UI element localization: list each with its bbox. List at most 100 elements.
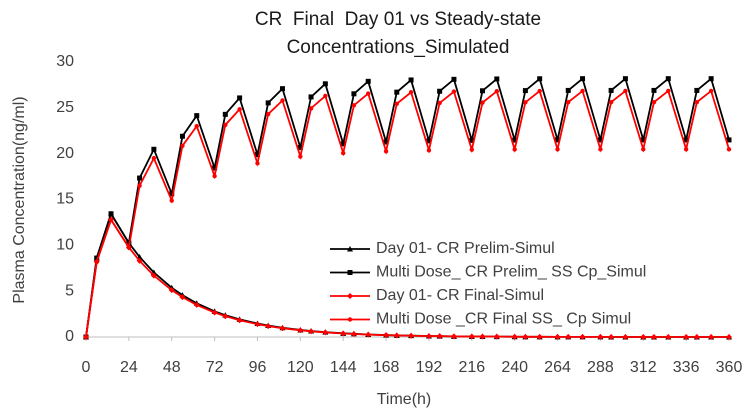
data-point bbox=[622, 76, 628, 82]
y-tick-label: 0 bbox=[65, 328, 74, 345]
data-point bbox=[693, 334, 700, 340]
data-point bbox=[83, 334, 89, 340]
data-point bbox=[468, 333, 475, 340]
data-point bbox=[437, 88, 443, 94]
data-point bbox=[212, 173, 217, 179]
data-point bbox=[512, 137, 518, 143]
data-point bbox=[469, 147, 474, 152]
data-point bbox=[623, 88, 628, 94]
data-point bbox=[480, 100, 485, 105]
data-point bbox=[351, 91, 357, 97]
series-line bbox=[85, 77, 730, 338]
data-point bbox=[598, 147, 603, 152]
x-tick-label: 312 bbox=[630, 359, 657, 376]
data-point bbox=[366, 91, 371, 96]
x-tick-label: 0 bbox=[82, 359, 91, 376]
data-point bbox=[341, 150, 346, 156]
data-point bbox=[365, 331, 372, 338]
data-point bbox=[622, 334, 629, 340]
y-tick-label: 5 bbox=[65, 282, 74, 299]
x-tick-label: 288 bbox=[587, 359, 614, 376]
data-point bbox=[179, 294, 186, 301]
data-point bbox=[565, 333, 572, 340]
data-point bbox=[169, 198, 174, 203]
data-point bbox=[394, 101, 399, 107]
data-point bbox=[511, 333, 518, 340]
data-point bbox=[126, 245, 132, 250]
data-point bbox=[608, 99, 614, 105]
data-point bbox=[683, 147, 689, 152]
data-point bbox=[608, 334, 615, 340]
data-point bbox=[108, 211, 114, 217]
data-point bbox=[408, 77, 414, 83]
y-axis-label: Plasma Concentration(ng/ml) bbox=[11, 96, 28, 303]
data-point bbox=[523, 100, 528, 105]
data-point bbox=[394, 89, 400, 95]
data-point bbox=[665, 334, 672, 340]
data-point bbox=[151, 156, 157, 161]
legend-label: Multi Dose_ CR Prelim_ SS Cp_Simul bbox=[376, 264, 646, 281]
data-point bbox=[665, 76, 671, 82]
data-point bbox=[255, 161, 260, 166]
x-tick-label: 168 bbox=[373, 359, 400, 376]
x-tick-label: 144 bbox=[330, 359, 357, 376]
data-point bbox=[308, 106, 314, 111]
x-tick-label: 120 bbox=[287, 359, 314, 376]
data-point bbox=[480, 88, 486, 94]
data-point bbox=[651, 87, 657, 93]
data-point bbox=[136, 257, 143, 264]
data-point bbox=[640, 334, 647, 340]
data-point bbox=[265, 323, 272, 330]
x-tick-label: 24 bbox=[120, 359, 138, 376]
data-point bbox=[308, 94, 314, 100]
data-point bbox=[726, 147, 732, 152]
data-point bbox=[641, 147, 646, 152]
data-point bbox=[350, 330, 357, 337]
data-point bbox=[425, 333, 432, 340]
data-point bbox=[236, 317, 243, 324]
data-point bbox=[383, 332, 390, 339]
data-point bbox=[512, 147, 517, 152]
legend-marker bbox=[347, 246, 353, 252]
data-point bbox=[297, 327, 304, 334]
data-point bbox=[580, 88, 585, 94]
x-tick-label: 240 bbox=[501, 359, 528, 376]
legend-marker bbox=[347, 270, 353, 275]
data-point bbox=[522, 88, 528, 94]
data-point bbox=[179, 133, 185, 139]
chart-title: CR Final Day 01 vs Steady-state bbox=[255, 9, 541, 30]
data-point bbox=[537, 76, 543, 82]
data-point bbox=[537, 88, 542, 94]
data-point bbox=[298, 154, 303, 159]
data-point bbox=[383, 139, 389, 145]
data-point bbox=[137, 183, 142, 188]
data-point bbox=[493, 333, 500, 340]
data-point bbox=[137, 175, 143, 181]
x-tick-label: 264 bbox=[544, 359, 571, 376]
data-point bbox=[408, 90, 414, 95]
legend-label: Day 01- CR Prelim-Simul bbox=[376, 240, 555, 257]
data-point bbox=[308, 328, 315, 335]
data-point bbox=[323, 93, 328, 99]
series-line bbox=[85, 89, 730, 338]
data-point bbox=[683, 137, 689, 143]
data-point bbox=[194, 123, 199, 129]
x-tick-label: 360 bbox=[716, 359, 743, 376]
data-point bbox=[555, 147, 560, 152]
x-tick-label: 192 bbox=[416, 359, 443, 376]
data-point bbox=[280, 98, 285, 103]
data-point bbox=[383, 149, 389, 154]
data-point bbox=[536, 333, 543, 340]
data-point bbox=[222, 111, 228, 117]
series-line bbox=[85, 217, 729, 338]
data-point bbox=[640, 137, 646, 143]
x-tick-label: 96 bbox=[249, 359, 267, 376]
data-point bbox=[651, 99, 657, 105]
x-tick-label: 48 bbox=[163, 359, 181, 376]
data-point bbox=[408, 332, 415, 339]
data-point bbox=[726, 137, 732, 143]
data-point bbox=[322, 329, 329, 336]
data-point bbox=[265, 100, 271, 106]
data-point bbox=[194, 113, 200, 119]
data-point bbox=[426, 148, 432, 153]
